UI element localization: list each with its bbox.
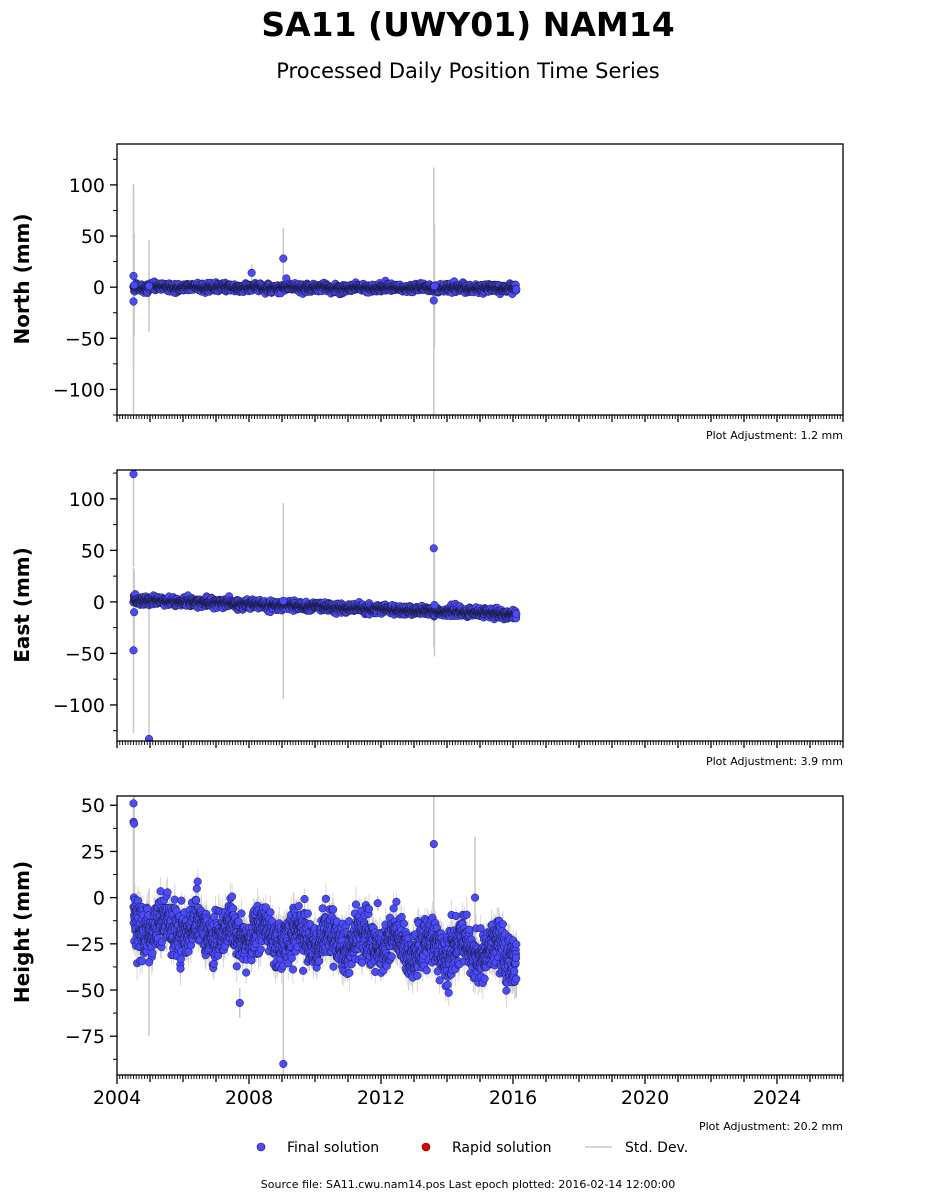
final-solution-point (512, 285, 521, 294)
stddev-bars (132, 167, 517, 415)
y-tick-label: 50 (81, 226, 105, 248)
y-tick-label: −50 (65, 328, 105, 350)
outlier-point (129, 271, 138, 280)
north-panel: −100 −50 0 50 100 North (mm) Plot Adjustment: … (10, 143, 844, 442)
outlier-point (429, 296, 438, 305)
outlier-point (247, 268, 256, 277)
outlier-point (430, 282, 439, 291)
figure-title: SA11 (UWY01) NAM14 (261, 5, 674, 44)
y-axis-label: North (mm) (10, 213, 34, 344)
final-solution-points (129, 254, 521, 306)
figure-subtitle: Processed Daily Position Time Series (276, 59, 660, 83)
y-tick-label: 0 (93, 277, 105, 299)
stddev-bars (132, 470, 517, 741)
outlier-point (130, 281, 139, 290)
y-tick-label: 100 (69, 175, 105, 197)
plot-area (129, 470, 521, 741)
y-tick-label: −100 (53, 379, 105, 401)
plot-adjustment-note: Plot Adjustment: 1.2 mm (706, 429, 843, 442)
outlier-point (144, 282, 154, 291)
outlier-point (129, 297, 138, 306)
plot-area (129, 167, 521, 415)
outlier-point (279, 254, 288, 263)
